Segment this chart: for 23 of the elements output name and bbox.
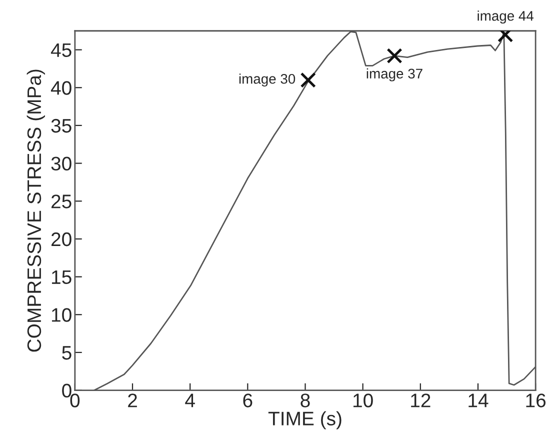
y-tick-label: 25 bbox=[52, 194, 72, 208]
x-tick-label: 10 bbox=[354, 394, 373, 408]
y-tick-label: 20 bbox=[52, 232, 72, 246]
x-tick-label: 14 bbox=[468, 394, 488, 408]
x-tick-label: 6 bbox=[243, 394, 252, 408]
y-axis-title: COMPRESSIVE STRESS (MPa) bbox=[26, 70, 45, 352]
x-axis-title: TIME (s) bbox=[268, 411, 342, 430]
y-tick-label: 5 bbox=[62, 346, 72, 360]
y-tick-label: 35 bbox=[51, 118, 72, 133]
annotation: image 30 bbox=[239, 74, 296, 87]
x-tick-label: 2 bbox=[128, 394, 137, 408]
x-tick-label: 16 bbox=[526, 394, 546, 408]
y-tick-label: 15 bbox=[52, 270, 72, 284]
y-tick-label: 0 bbox=[62, 384, 72, 398]
x-tick-label: 8 bbox=[300, 394, 310, 408]
annotation: image 44 bbox=[478, 10, 534, 24]
x-tick-label: 12 bbox=[411, 394, 430, 408]
y-tick-label: 45 bbox=[50, 43, 72, 58]
y-tick-label: 30 bbox=[51, 156, 72, 171]
y-tick-label: 10 bbox=[52, 308, 72, 322]
y-tick-label: 40 bbox=[50, 81, 72, 95]
annotation: image 37 bbox=[366, 68, 422, 82]
x-tick-label: 4 bbox=[185, 394, 195, 408]
